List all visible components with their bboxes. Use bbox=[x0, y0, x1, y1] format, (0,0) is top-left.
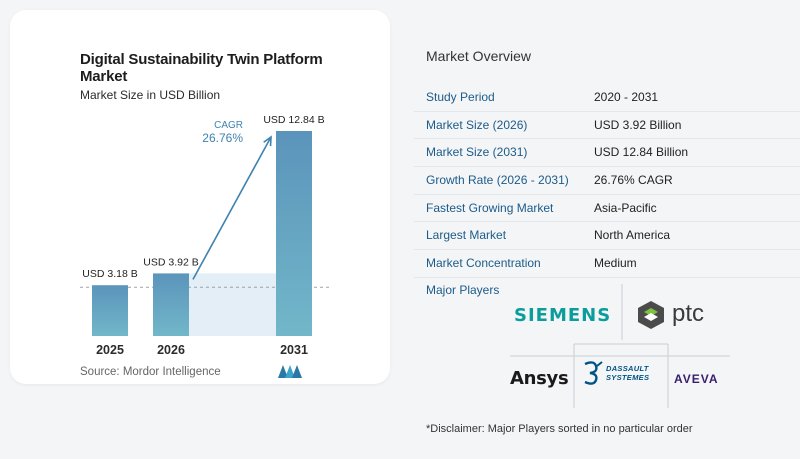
overview-row: Fastest Growing Market Asia-Pacific bbox=[414, 195, 800, 223]
overview-row: Market Concentration Medium bbox=[414, 250, 800, 278]
overview-row-value: 26.76% CAGR bbox=[594, 173, 673, 188]
overview-row-label: Market Concentration bbox=[426, 256, 541, 271]
overview-row: Study Period 2020 - 2031 bbox=[414, 84, 800, 112]
overview-row: Growth Rate (2026 - 2031) 26.76% CAGR bbox=[414, 167, 800, 195]
overview-row-label: Study Period bbox=[426, 90, 495, 104]
mordor-logo-icon bbox=[278, 365, 302, 378]
overview-row-value: North America bbox=[594, 228, 671, 243]
cagr-arrow-head bbox=[263, 135, 272, 147]
player-logos: SIEMENS ptc Ansys DASSAULT SYSTEMES AVEV… bbox=[510, 284, 730, 410]
source-text: Source: Mordor Intelligence bbox=[80, 366, 221, 378]
overview-row-value: Medium bbox=[594, 256, 637, 271]
bar-2025 bbox=[92, 285, 128, 336]
overview-row-label: Growth Rate (2026 - 2031) bbox=[426, 173, 569, 188]
overview-title: Market Overview bbox=[426, 48, 532, 64]
overview-row: Largest Market North America bbox=[414, 222, 800, 251]
x-tick-label: 2031 bbox=[280, 343, 308, 357]
bar-chart: USD 3.18 B 2025 USD 3.92 B 2026 USD 12.84 B 2… bbox=[80, 114, 330, 357]
overview-row: Market Size (2026) USD 3.92 Billion bbox=[414, 112, 800, 140]
overview-row-label: Market Size (2031) bbox=[426, 145, 528, 160]
bar-value-label: USD 12.84 B bbox=[263, 114, 324, 126]
ansys-logo: Ansys bbox=[510, 368, 569, 389]
dassault-3ds-icon bbox=[584, 361, 603, 385]
dassault-logo: DASSAULT SYSTEMES bbox=[582, 356, 662, 396]
cagr-label: CAGR bbox=[214, 120, 243, 131]
overview-row-label: Market Size (2026) bbox=[426, 117, 528, 132]
overview-row-value: USD 12.84 Billion bbox=[594, 145, 689, 160]
overview-row-value: 2020 - 2031 bbox=[594, 90, 659, 104]
bar-value-label: USD 3.92 B bbox=[143, 256, 198, 268]
aveva-logo: AVEVA bbox=[674, 372, 719, 386]
bar-2031 bbox=[276, 131, 312, 336]
growth-band bbox=[189, 273, 276, 336]
overview-row-value: Asia-Pacific bbox=[594, 200, 657, 215]
bar-2026 bbox=[153, 273, 189, 336]
chart-subtitle: Market Size in USD Billion bbox=[80, 88, 221, 102]
major-players-title: Major Players bbox=[426, 283, 500, 297]
overview-row-value: USD 3.92 Billion bbox=[594, 117, 682, 132]
disclaimer-text: *Disclaimer: Major Players sorted in no … bbox=[426, 423, 693, 435]
chart-title: Digital Sustainability Twin Platform Mar… bbox=[80, 51, 323, 85]
siemens-logo: SIEMENS bbox=[514, 305, 612, 326]
overview-row-label: Fastest Growing Market bbox=[426, 200, 554, 215]
bar-value-label: USD 3.18 B bbox=[82, 268, 137, 280]
cagr-arrow bbox=[192, 136, 272, 280]
overview-row: Market Size (2031) USD 12.84 Billion bbox=[414, 139, 800, 168]
cagr-value: 26.76% bbox=[202, 131, 243, 145]
x-tick-label: 2025 bbox=[96, 343, 124, 357]
ptc-hexagon-icon bbox=[638, 301, 664, 329]
market-overview-panel: Market Overview Study Period 2020 - 2031 M… bbox=[414, 0, 800, 459]
x-tick-label: 2026 bbox=[157, 343, 185, 357]
overview-table: Study Period 2020 - 2031 Market Size (2026… bbox=[414, 84, 800, 278]
logo-grid-lines bbox=[510, 284, 730, 408]
ptc-logo: ptc bbox=[636, 300, 736, 330]
overview-row-label: Largest Market bbox=[426, 228, 507, 243]
